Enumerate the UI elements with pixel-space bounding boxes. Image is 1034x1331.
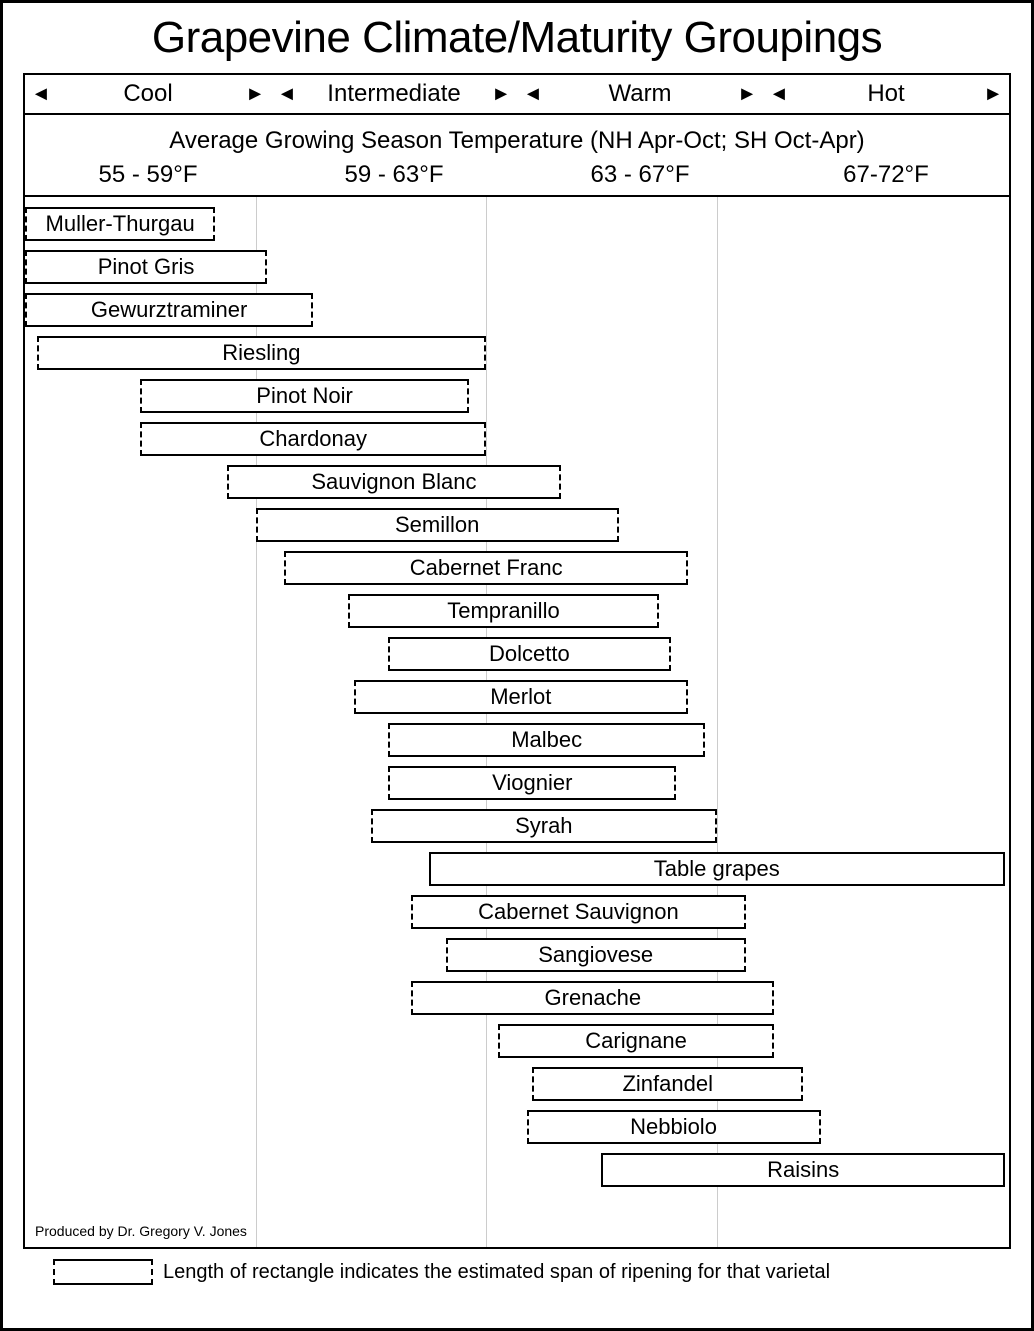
variety-label: Merlot bbox=[490, 684, 551, 710]
variety-label: Zinfandel bbox=[622, 1071, 713, 1097]
legend-text: Length of rectangle indicates the estima… bbox=[163, 1261, 830, 1284]
variety-label: Carignane bbox=[585, 1028, 687, 1054]
arrow-right-icon: ► bbox=[491, 84, 511, 104]
variety-bar: Zinfandel bbox=[532, 1067, 803, 1101]
arrow-left-icon: ◄ bbox=[31, 84, 51, 104]
variety-label: Cabernet Franc bbox=[410, 555, 563, 581]
temp-range: 55 - 59°F bbox=[25, 161, 271, 195]
climate-zone-hot: ◄ Hot ► bbox=[763, 75, 1009, 113]
variety-bar: Carignane bbox=[498, 1024, 775, 1058]
arrow-left-icon: ◄ bbox=[277, 84, 297, 104]
variety-bar: Nebbiolo bbox=[527, 1110, 821, 1144]
variety-bar: Malbec bbox=[388, 723, 705, 757]
variety-label: Muller-Thurgau bbox=[46, 211, 195, 237]
variety-label: Raisins bbox=[767, 1157, 839, 1183]
climate-zone-warm: ◄ Warm ► bbox=[517, 75, 763, 113]
chart-page: Grapevine Climate/Maturity Groupings ◄ C… bbox=[0, 0, 1034, 1331]
variety-label: Dolcetto bbox=[489, 641, 570, 667]
variety-bar: Tempranillo bbox=[348, 594, 659, 628]
variety-bar: Gewurztraminer bbox=[25, 293, 313, 327]
temp-range: 63 - 67°F bbox=[517, 161, 763, 195]
variety-label: Malbec bbox=[511, 727, 582, 753]
variety-bar: Cabernet Sauvignon bbox=[411, 895, 745, 929]
temperature-row: 55 - 59°F 59 - 63°F 63 - 67°F 67-72°F bbox=[25, 161, 1009, 197]
variety-label: Pinot Gris bbox=[98, 254, 195, 280]
arrow-right-icon: ► bbox=[737, 84, 757, 104]
variety-label: Nebbiolo bbox=[630, 1114, 717, 1140]
variety-bar: Syrah bbox=[371, 809, 717, 843]
variety-bar: Pinot Noir bbox=[140, 379, 469, 413]
chart-container: ◄ Cool ► ◄ Intermediate ► ◄ Warm ► ◄ Hot… bbox=[23, 73, 1011, 1249]
temp-range: 67-72°F bbox=[763, 161, 1009, 195]
variety-bar: Riesling bbox=[37, 336, 487, 370]
chart-credit: Produced by Dr. Gregory V. Jones bbox=[35, 1223, 247, 1239]
chart-subtitle: Average Growing Season Temperature (NH A… bbox=[25, 115, 1009, 161]
variety-label: Table grapes bbox=[654, 856, 780, 882]
variety-bar: Chardonay bbox=[140, 422, 486, 456]
variety-label: Sauvignon Blanc bbox=[311, 469, 476, 495]
climate-zone-cool: ◄ Cool ► bbox=[25, 75, 271, 113]
climate-label: Intermediate bbox=[327, 80, 460, 108]
variety-label: Gewurztraminer bbox=[91, 297, 247, 323]
variety-label: Sangiovese bbox=[538, 942, 653, 968]
climate-label: Hot bbox=[867, 80, 904, 108]
climate-label: Warm bbox=[608, 80, 671, 108]
variety-bar: Table grapes bbox=[429, 852, 1005, 886]
variety-bar: Grenache bbox=[411, 981, 774, 1015]
temp-range: 59 - 63°F bbox=[271, 161, 517, 195]
variety-label: Grenache bbox=[545, 985, 642, 1011]
variety-bar: Viognier bbox=[388, 766, 676, 800]
variety-label: Riesling bbox=[222, 340, 300, 366]
variety-label: Pinot Noir bbox=[256, 383, 353, 409]
climate-zone-intermediate: ◄ Intermediate ► bbox=[271, 75, 517, 113]
variety-bar: Semillon bbox=[256, 508, 619, 542]
arrow-left-icon: ◄ bbox=[769, 84, 789, 104]
plot-area: Produced by Dr. Gregory V. Jones Muller-… bbox=[25, 197, 1009, 1247]
climate-zone-header: ◄ Cool ► ◄ Intermediate ► ◄ Warm ► ◄ Hot… bbox=[25, 75, 1009, 115]
chart-legend: Length of rectangle indicates the estima… bbox=[23, 1259, 1011, 1285]
variety-label: Viognier bbox=[492, 770, 572, 796]
variety-label: Tempranillo bbox=[447, 598, 560, 624]
variety-bar: Pinot Gris bbox=[25, 250, 267, 284]
variety-bar: Merlot bbox=[354, 680, 688, 714]
chart-title: Grapevine Climate/Maturity Groupings bbox=[23, 13, 1011, 63]
legend-sample-box bbox=[53, 1259, 153, 1285]
variety-label: Syrah bbox=[515, 813, 572, 839]
gridline bbox=[486, 197, 487, 1247]
variety-bar: Muller-Thurgau bbox=[25, 207, 215, 241]
variety-label: Chardonay bbox=[259, 426, 367, 452]
arrow-right-icon: ► bbox=[245, 84, 265, 104]
variety-bar: Sangiovese bbox=[446, 938, 746, 972]
variety-label: Semillon bbox=[395, 512, 479, 538]
arrow-left-icon: ◄ bbox=[523, 84, 543, 104]
climate-label: Cool bbox=[123, 80, 172, 108]
arrow-right-icon: ► bbox=[983, 84, 1003, 104]
variety-bar: Cabernet Franc bbox=[284, 551, 688, 585]
variety-bar: Raisins bbox=[601, 1153, 1005, 1187]
variety-label: Cabernet Sauvignon bbox=[478, 899, 679, 925]
variety-bar: Dolcetto bbox=[388, 637, 670, 671]
variety-bar: Sauvignon Blanc bbox=[227, 465, 561, 499]
